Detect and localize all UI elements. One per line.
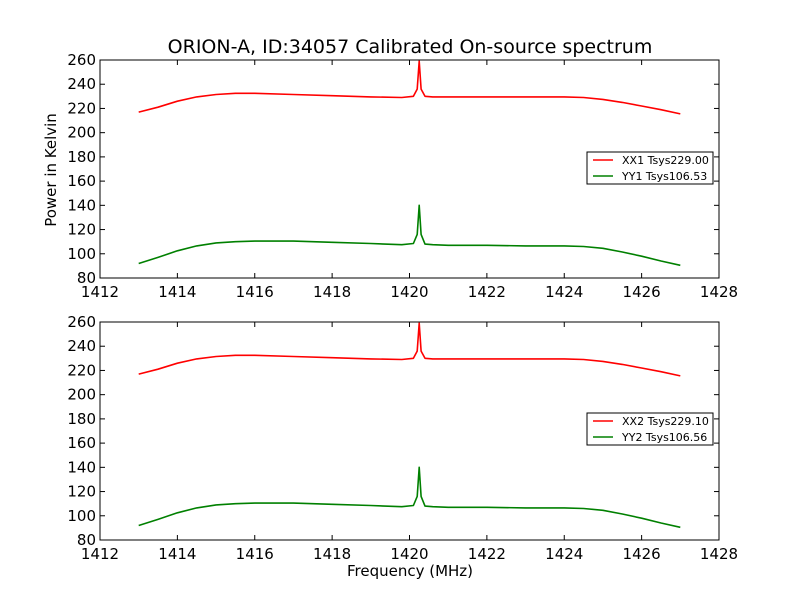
x-tick-label: 1420 <box>390 545 428 563</box>
series-line-yy <box>138 204 681 267</box>
legend: XX1 Tsys229.00 YY1 Tsys106.53 <box>586 151 714 185</box>
y-tick-label: 160 <box>67 172 96 190</box>
x-tick-label: 1426 <box>623 545 661 563</box>
x-tick-label: 1416 <box>236 283 274 301</box>
x-tick-label: 1412 <box>81 283 119 301</box>
top-spectrum-panel: 1412 1414 1416 1418 1420 1422 1424 1426 1428 80 10… <box>67 51 738 301</box>
y-tick-label: 100 <box>67 507 96 525</box>
x-tick-label: 1414 <box>158 283 196 301</box>
x-tick-label: 1424 <box>545 545 583 563</box>
y-tick-label: 80 <box>77 531 96 549</box>
y-tick-label: 240 <box>67 75 96 93</box>
y-tick-label: 200 <box>67 124 96 142</box>
x-tick-label: 1416 <box>236 545 274 563</box>
y-tick-label: 260 <box>67 51 96 69</box>
y-tick-label: 160 <box>67 434 96 452</box>
x-tick-label: 1414 <box>158 545 196 563</box>
figure-title: ORION-A, ID:34057 Calibrated On-source s… <box>168 36 653 58</box>
legend-label: XX2 Tsys229.10 <box>622 415 709 428</box>
y-tick-label: 140 <box>67 196 96 214</box>
bottom-spectrum-panel: 1412 1414 1416 1418 1420 1422 1424 1426 1428 80 10… <box>67 313 738 563</box>
y-tick-label: 120 <box>67 483 96 501</box>
x-tick-label: 1420 <box>390 283 428 301</box>
y-tick-label: 240 <box>67 337 96 355</box>
legend-box <box>586 412 714 446</box>
x-tick-label: 1418 <box>313 283 351 301</box>
y-tick-label: 220 <box>67 99 96 117</box>
y-tick-label: 180 <box>67 148 96 166</box>
y-tick-label: 220 <box>67 361 96 379</box>
x-tick-label: 1418 <box>313 545 351 563</box>
legend: XX2 Tsys229.10 YY2 Tsys106.56 <box>586 412 714 446</box>
y-axis-label: Power in Kelvin <box>42 113 60 227</box>
y-tick-label: 200 <box>67 386 96 404</box>
x-tick-label: 1426 <box>623 283 661 301</box>
legend-label: YY2 Tsys106.56 <box>621 431 707 444</box>
y-tick-label: 120 <box>67 221 96 239</box>
x-axis-label: Frequency (MHz) <box>347 562 473 580</box>
x-tick-label: 1428 <box>700 545 738 563</box>
series-line-yy <box>138 466 681 529</box>
y-tick-label: 80 <box>77 269 96 287</box>
x-tick-label: 1422 <box>468 545 506 563</box>
legend-label: XX1 Tsys229.00 <box>622 154 709 167</box>
x-tick-label: 1412 <box>81 545 119 563</box>
y-tick-label: 180 <box>67 410 96 428</box>
legend-box <box>586 151 714 185</box>
series-line-xx <box>138 60 681 115</box>
legend-label: YY1 Tsys106.53 <box>621 170 707 183</box>
x-tick-label: 1424 <box>545 283 583 301</box>
y-tick-label: 100 <box>67 245 96 263</box>
y-tick-label: 140 <box>67 458 96 476</box>
y-tick-label: 260 <box>67 313 96 331</box>
series-line-xx <box>138 322 681 377</box>
x-tick-label: 1428 <box>700 283 738 301</box>
x-tick-label: 1422 <box>468 283 506 301</box>
